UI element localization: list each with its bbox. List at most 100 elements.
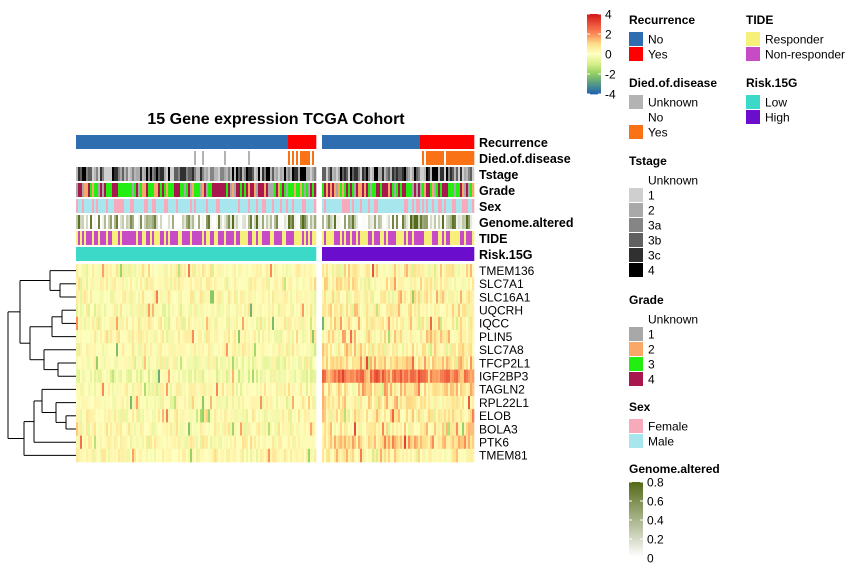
track-cell	[202, 199, 205, 213]
track-cell	[200, 151, 203, 165]
heatmap-cell	[374, 382, 377, 397]
heatmap-cell	[228, 290, 231, 304]
heatmap-cell	[330, 290, 333, 304]
heatmap-cell	[162, 277, 165, 291]
legend-swatch	[629, 188, 643, 202]
track-cell	[188, 231, 191, 245]
genome-bar-tick-label: 0.4	[647, 514, 664, 528]
heatmap-cell	[100, 343, 103, 357]
heatmap-cell	[184, 396, 187, 410]
track-cell	[304, 183, 307, 197]
track-cell	[254, 215, 257, 229]
track-cell	[422, 231, 425, 245]
heatmap-cell	[314, 422, 317, 436]
heatmap-cell	[340, 422, 343, 436]
track-cell	[250, 183, 253, 197]
heatmap-cell	[252, 303, 255, 318]
heatmap-cell	[272, 277, 275, 291]
track-cell	[180, 151, 183, 165]
track-cell	[76, 215, 79, 229]
track-cell	[276, 247, 279, 261]
track-cell	[268, 199, 271, 213]
heatmap-cell	[92, 330, 95, 344]
heatmap-cell	[418, 277, 421, 291]
heatmap-cell	[252, 382, 255, 397]
gene-label-slc7a8: SLC7A8	[479, 343, 524, 357]
heatmap-cell	[184, 435, 187, 450]
heatmap-cell	[460, 343, 463, 357]
track-cell	[84, 215, 87, 229]
track-cell	[148, 151, 151, 165]
heatmap-cell	[360, 277, 363, 291]
heatmap-cell	[144, 448, 147, 463]
track-cell	[128, 167, 131, 181]
heatmap-cell	[300, 330, 303, 344]
track-cell	[180, 247, 183, 261]
genome-bar-segment	[629, 514, 643, 517]
heatmap-cell	[400, 356, 403, 370]
track-cell	[282, 167, 285, 181]
heatmap-cell	[438, 396, 441, 410]
track-cell	[366, 231, 369, 245]
heatmap-cell	[282, 409, 285, 423]
heatmap-cell	[350, 343, 353, 357]
track-cell	[86, 215, 89, 229]
genome-bar-segment	[629, 502, 643, 506]
heatmap-cell	[128, 330, 131, 344]
heatmap-cell	[192, 277, 195, 291]
track-cell	[102, 215, 105, 229]
heatmap-cell	[218, 330, 221, 344]
heatmap-cell	[116, 422, 119, 436]
heatmap-cell	[294, 422, 297, 436]
track-cell	[120, 215, 123, 229]
heatmap-cell	[278, 396, 281, 410]
track-cell	[440, 215, 443, 229]
heatmap-cell	[250, 290, 253, 304]
heatmap-cell	[368, 330, 371, 344]
heatmap-cell	[274, 343, 277, 357]
heatmap-cell	[292, 356, 295, 370]
track-cell	[76, 183, 79, 197]
heatmap-cell	[200, 303, 203, 318]
heatmap-cell	[290, 343, 293, 357]
heatmap-cell	[134, 277, 137, 291]
heatmap-cell	[370, 264, 373, 278]
heatmap-cell	[420, 356, 423, 370]
heatmap-cell	[228, 396, 231, 410]
track-cell	[296, 231, 299, 245]
heatmap-cell	[276, 316, 279, 331]
heatmap-cell	[348, 409, 351, 423]
track-cell	[368, 183, 371, 197]
colorbar-segment	[587, 80, 601, 83]
heatmap-cell	[416, 435, 419, 450]
heatmap-cell	[348, 264, 351, 278]
heatmap-cell	[110, 290, 113, 304]
track-cell	[394, 183, 397, 197]
track-sex	[76, 199, 475, 213]
heatmap-cell	[76, 264, 79, 278]
track-cell	[172, 231, 175, 245]
heatmap-cell	[146, 382, 149, 397]
track-cell	[276, 215, 279, 229]
heatmap-cell	[428, 435, 431, 450]
heatmap-cell	[96, 448, 99, 463]
heatmap-cell	[404, 409, 407, 423]
heatmap-cell	[382, 409, 385, 423]
heatmap-cell	[298, 448, 301, 463]
heatmap-cell	[282, 330, 285, 344]
heatmap-cell	[338, 264, 341, 278]
track-cell	[314, 167, 317, 181]
track-tstage	[76, 167, 475, 181]
track-cell	[350, 231, 353, 245]
heatmap-cell	[334, 396, 337, 410]
track-cell	[168, 215, 171, 229]
track-cell	[106, 247, 109, 261]
heatmap-cell	[416, 409, 419, 423]
track-cell	[164, 183, 167, 197]
heatmap-cell	[248, 303, 251, 318]
heatmap-cell	[188, 382, 191, 397]
track-cell	[170, 199, 173, 213]
heatmap-cell	[312, 290, 315, 304]
track-cell	[350, 247, 353, 261]
track-cell	[102, 135, 105, 149]
